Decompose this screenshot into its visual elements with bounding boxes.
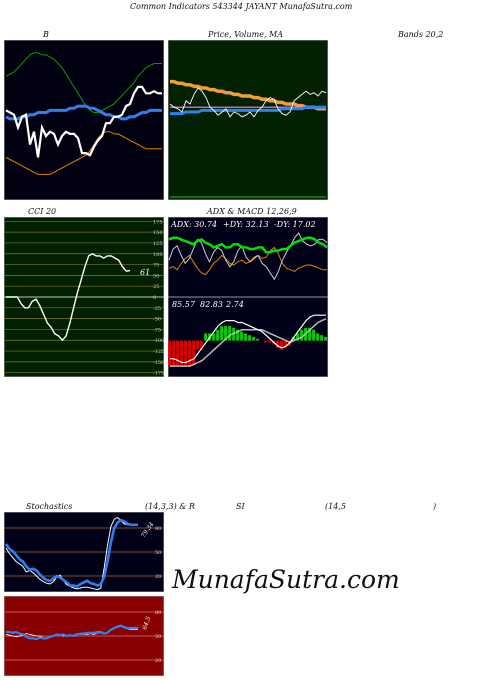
- cci-line: [6, 252, 131, 342]
- macd-histogram-bar: [244, 333, 248, 341]
- macd-histogram-bar: [252, 337, 256, 341]
- cci-tick-label: -25: [153, 306, 161, 312]
- cci-tick-label: 175: [153, 219, 163, 225]
- stoch-line-2: [5, 517, 138, 591]
- macd-histogram-bar: [264, 340, 268, 343]
- title-paren: ): [433, 502, 437, 511]
- title-cci: CCI 20: [28, 207, 57, 216]
- stoch-tick-label: 80: [155, 526, 161, 532]
- macd-histogram-bar: [228, 326, 232, 341]
- adx-minus-di: [168, 246, 327, 276]
- adx-plus-di: [168, 232, 328, 281]
- cci-value-label: 61: [140, 268, 150, 277]
- macd-histogram-bar: [268, 340, 272, 343]
- watermark: MunafaSutra.com: [172, 565, 400, 594]
- cci-tick-label: -100: [153, 338, 164, 344]
- macd-value-label: 85.57: [172, 300, 196, 309]
- rsi-panel: 80 50 20 64.5: [4, 596, 164, 676]
- adx-value-label: ADX: 30.74: [170, 220, 217, 229]
- rsi-line-1: [6, 624, 138, 641]
- price-panel: [168, 40, 328, 200]
- price-line: [169, 87, 327, 118]
- macd-line: [170, 314, 326, 364]
- price-ma-long: [170, 79, 326, 111]
- macd-histogram-bar: [292, 337, 296, 341]
- macd-histogram-bar: [236, 329, 240, 341]
- macd-histogram-bar: [184, 340, 188, 367]
- adx-panel: ADX: 30.74 +DY: 32.13 -DY: 17.02: [168, 217, 328, 297]
- macd-panel: 85.57 82.83 2.74: [168, 297, 328, 377]
- macd-histogram-bar: [188, 340, 192, 367]
- rsi-tick-label: 20: [155, 658, 161, 664]
- rsi-tick-label: 50: [155, 634, 161, 640]
- mdi-value-label: -DY: 17.02: [274, 220, 316, 229]
- hist-value-label: 2.74: [225, 300, 244, 309]
- cci-tick-label: 50: [153, 273, 159, 279]
- macd-histogram-bar: [172, 340, 176, 367]
- macd-histogram-bar: [248, 335, 252, 341]
- rsi-value-label: 64.5: [141, 616, 152, 631]
- cci-tick-label: 25: [153, 284, 159, 290]
- macd-histogram-bar: [276, 340, 280, 348]
- bb-price-line: [5, 85, 162, 158]
- title-stoch-params: (14,3,3) & R: [145, 502, 195, 511]
- macd-histogram-bar: [308, 327, 312, 341]
- macd-histogram-bar: [316, 333, 320, 341]
- cci-tick-label: 100: [153, 252, 163, 258]
- macd-histogram-bar: [312, 329, 316, 341]
- title-b: B: [43, 30, 49, 39]
- cci-tick-label: 0: [153, 295, 156, 301]
- macd-histogram-bar: [200, 340, 204, 350]
- title-si: SI: [236, 502, 245, 511]
- title-bands: Bands 20,2: [398, 30, 444, 39]
- signal-value-label: 82.83: [200, 300, 223, 309]
- title-price-volume-ma: Price, Volume, MA: [208, 30, 284, 39]
- cci-tick-label: -125: [153, 349, 164, 355]
- macd-histogram-bar: [224, 326, 228, 341]
- page-header: Common Indicators 543344 JAYANT MunafaSu…: [130, 2, 353, 11]
- stoch-line-1: [4, 518, 138, 588]
- macd-histogram-bar: [280, 340, 284, 350]
- rsi-tick-label: 80: [155, 610, 161, 616]
- cci-tick-label: -50: [153, 317, 161, 323]
- title-stochastics: Stochastics: [26, 502, 73, 511]
- macd-histogram-bar: [284, 340, 288, 348]
- macd-histogram-bar: [192, 340, 196, 365]
- title-rsi-params: (14,5: [325, 502, 346, 511]
- cci-tick-label: -75: [153, 327, 161, 333]
- adx-line: [168, 236, 328, 254]
- macd-histogram-bar: [220, 326, 224, 341]
- price-ma-short: [170, 105, 326, 116]
- macd-histogram-bar: [324, 337, 328, 341]
- cci-tick-label: 150: [153, 230, 163, 236]
- macd-histogram-bar: [240, 331, 244, 341]
- macd-histogram-bar: [296, 333, 300, 341]
- cci-tick-label: 125: [153, 241, 163, 247]
- macd-histogram-bar: [216, 329, 220, 341]
- macd-histogram-bar: [168, 340, 172, 367]
- stoch-tick-label: 20: [155, 574, 161, 580]
- pdi-value-label: +DY: 32.13: [223, 220, 269, 229]
- stoch-tick-label: 50: [155, 550, 161, 556]
- bb-lower-band: [5, 131, 162, 175]
- cci-tick-label: 75: [153, 263, 159, 269]
- macd-histogram-bar: [176, 340, 180, 367]
- title-adx-macd: ADX & MACD 12,26,9: [207, 207, 297, 216]
- bb-middle-band: [5, 104, 162, 121]
- bb-upper-band: [5, 52, 162, 113]
- macd-histogram-bar: [320, 335, 324, 341]
- macd-histogram-bar: [196, 340, 200, 350]
- macd-histogram-bar: [256, 338, 260, 341]
- cci-tick-label: -175: [153, 371, 164, 377]
- bollinger-panel: [4, 40, 164, 200]
- macd-histogram-bar: [300, 329, 304, 341]
- macd-histogram-bar: [204, 333, 208, 341]
- macd-signal-line: [170, 318, 327, 367]
- cci-panel: 175 150 125 100 75 50 25 0 -25 -50 -75 -100 -125 -150…: [4, 217, 164, 377]
- macd-histogram-bar: [180, 340, 184, 367]
- macd-histogram-bar: [212, 333, 216, 341]
- cci-tick-label: -150: [153, 360, 164, 366]
